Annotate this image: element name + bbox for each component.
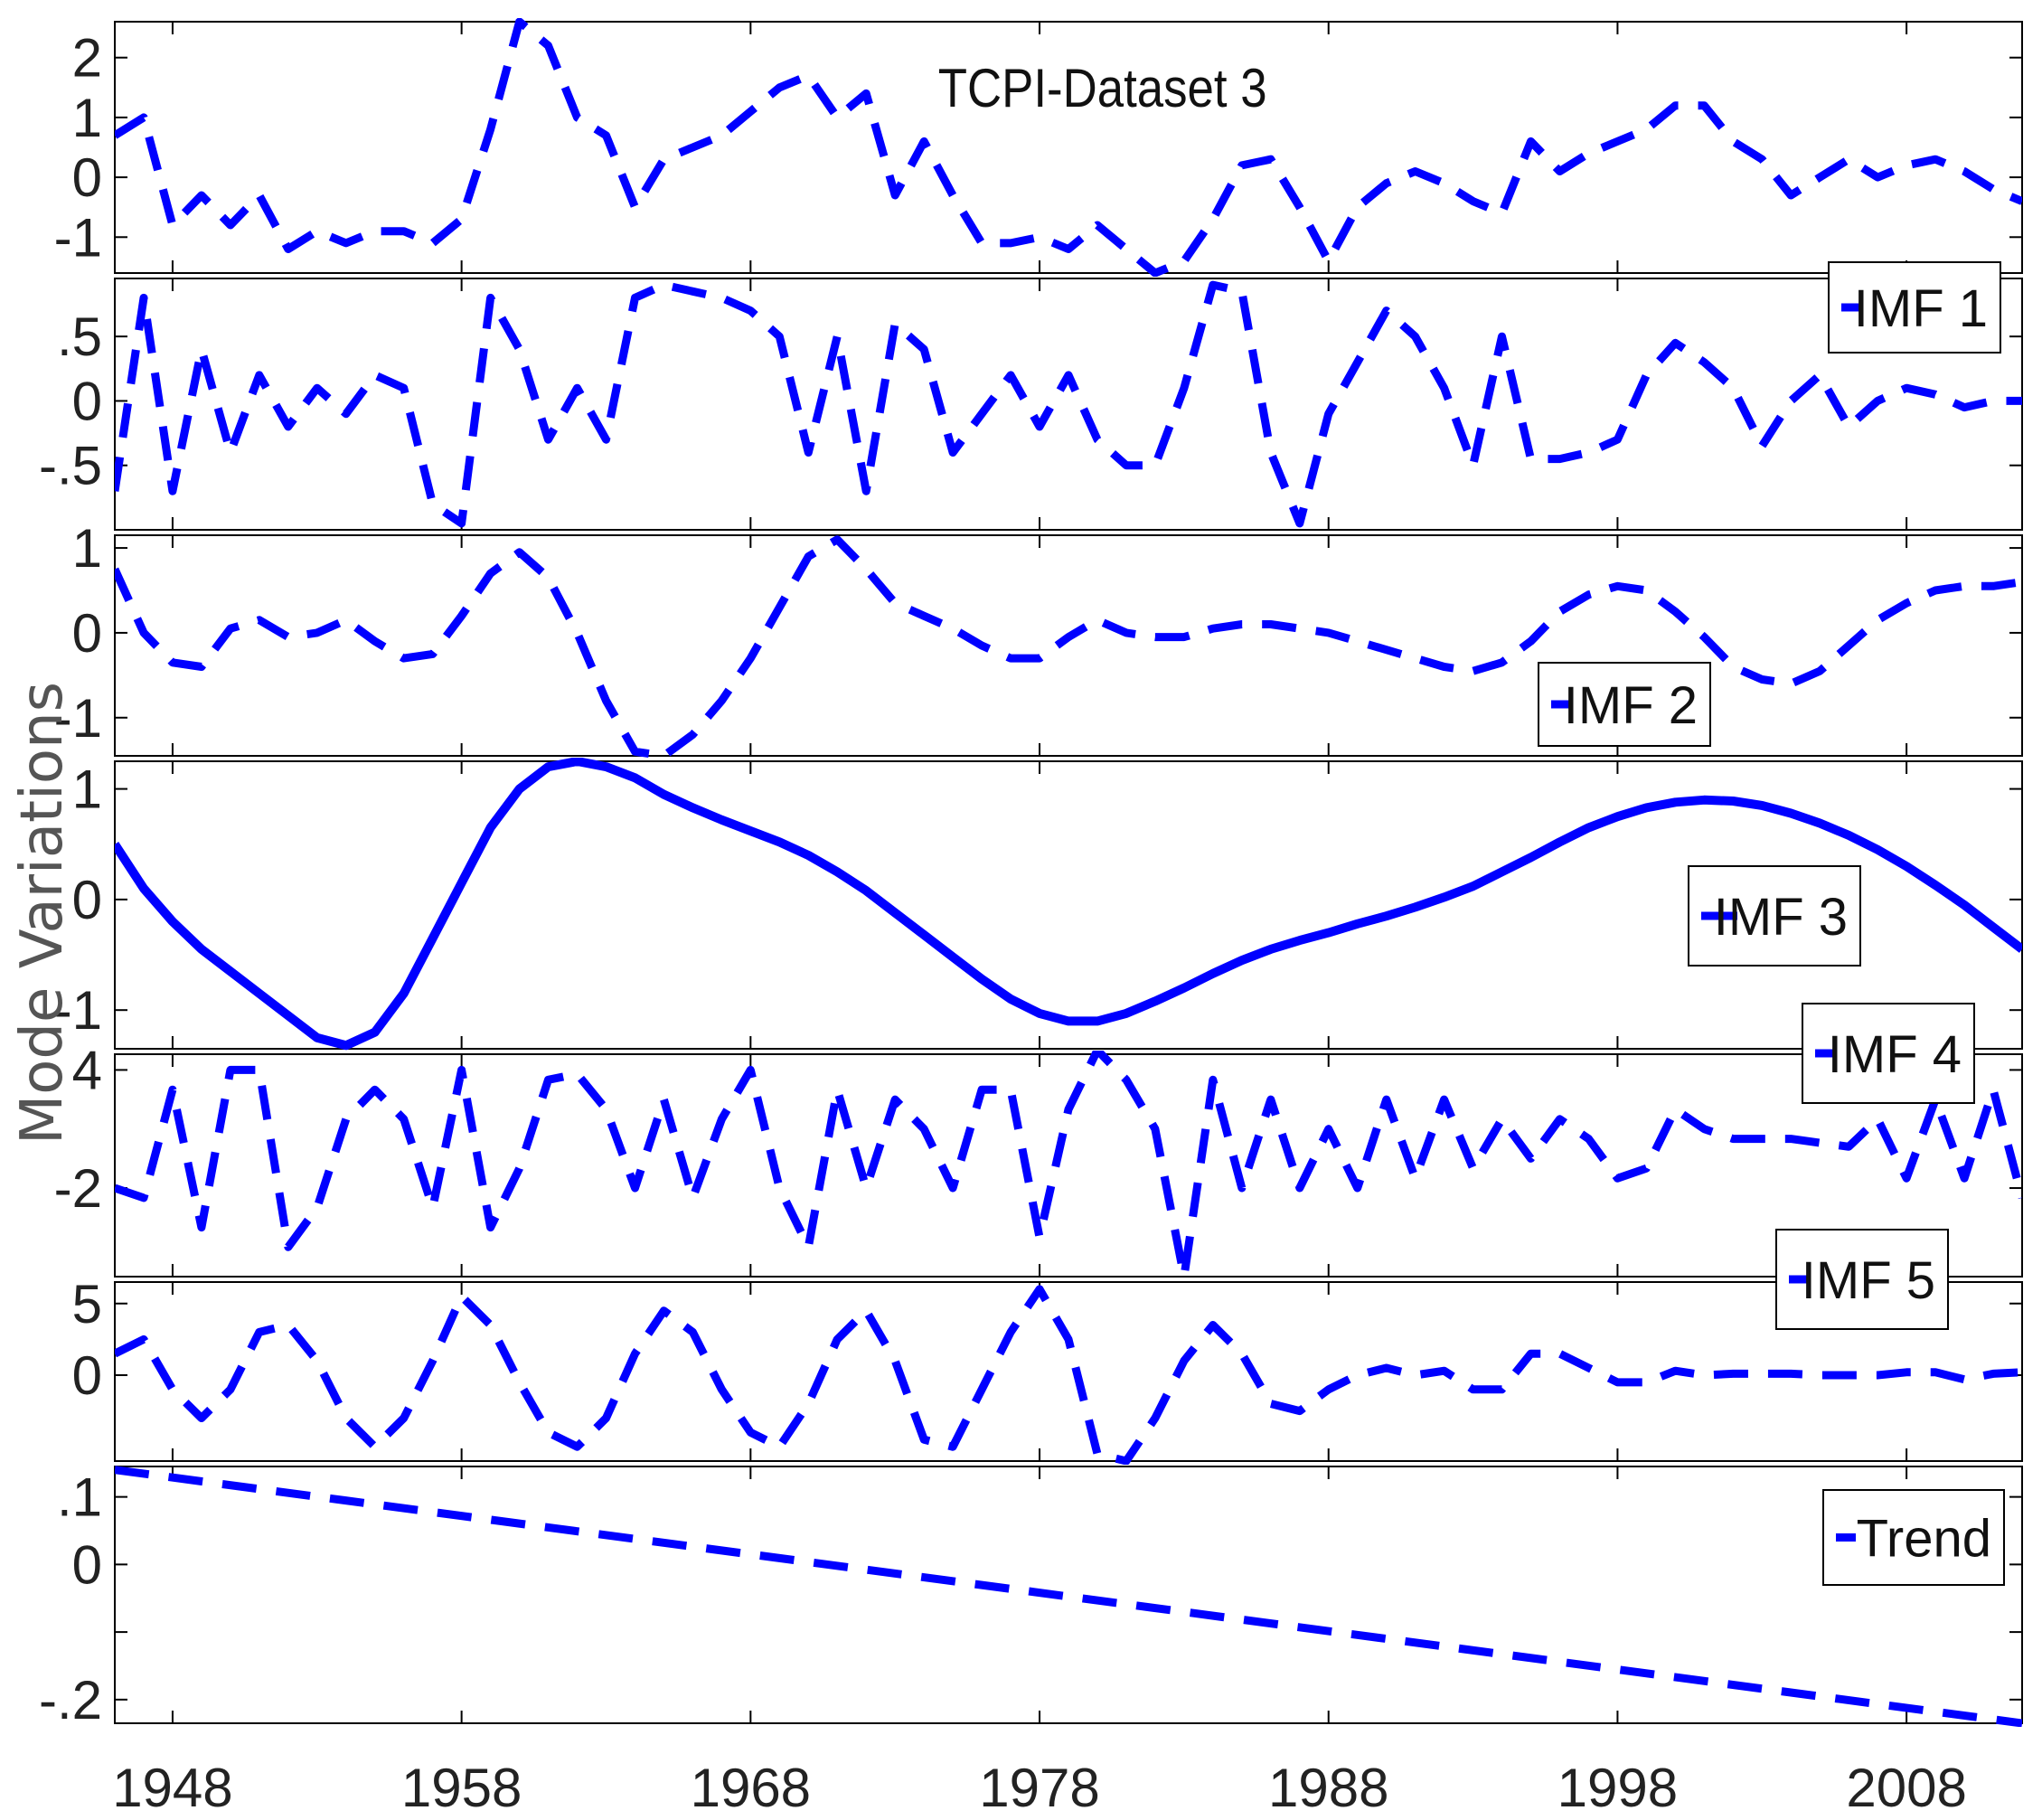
legend-imf-1: IMF 1 (1828, 261, 2001, 354)
legend-label: IMF 1 (1854, 279, 1988, 338)
y-tick-label: 0 (72, 1345, 102, 1406)
x-tick-label: 1988 (1268, 1758, 1388, 1818)
legend-label: IMF 5 (1802, 1251, 1935, 1310)
legend-imf-2: IMF 2 (1538, 662, 1711, 747)
y-tick-label: 0 (72, 1534, 102, 1595)
y-tick-label: 2 (72, 28, 102, 89)
y-tick-label: .5 (57, 306, 102, 367)
y-tick-label: -.5 (39, 436, 102, 496)
panel-frame (114, 534, 2023, 757)
legend-label: IMF 3 (1714, 888, 1848, 947)
y-tick-label: 0 (72, 147, 102, 208)
y-tick-label: 1 (72, 88, 102, 148)
x-tick-label: 1978 (979, 1758, 1099, 1818)
panel-imf-1: -.50.5 (39, 278, 2023, 531)
y-tick-label: -.2 (39, 1670, 102, 1730)
panel-frame (114, 21, 2023, 274)
panel-frame (114, 1466, 2023, 1724)
x-tick-label: 2008 (1846, 1758, 1966, 1818)
y-tick-label: 5 (72, 1274, 102, 1334)
x-tick-label: 1948 (112, 1758, 232, 1818)
panel-frame (114, 760, 2023, 1050)
legend-trend: Trend (1822, 1489, 2005, 1586)
series-line-imf-3 (115, 758, 2022, 1051)
panel-trend: -.2 0.1 (39, 1466, 2023, 1730)
y-tick-label: -2 (54, 1158, 102, 1219)
y-tick-label: .1 (57, 1467, 102, 1528)
y-tick-label: 0 (72, 603, 102, 664)
legend-imf-5: IMF 5 (1775, 1229, 1949, 1330)
y-tick-label: 1 (72, 759, 102, 820)
legend-imf-3: IMF 3 (1688, 865, 1861, 967)
chart-title: TCPI-Dataset 3 (938, 58, 1267, 118)
series-line-imf-2 (115, 535, 2022, 759)
x-tick-label: 1998 (1557, 1758, 1678, 1818)
legend-label: IMF 4 (1828, 1025, 1962, 1084)
panel-frame (114, 1053, 2023, 1278)
series-line-imf-4 (115, 1051, 2022, 1280)
series-line-trend (115, 1466, 2022, 1727)
panel-imf-3: -1 0 1 (54, 758, 2023, 1051)
panel-imf-4: -2 4 (54, 1040, 2023, 1280)
panel-frame (114, 1281, 2023, 1462)
series-line-imf-1 (115, 280, 2022, 528)
series-line-original (115, 18, 2022, 277)
legend-label: Trend (1857, 1510, 1991, 1569)
y-tick-label: -1 (54, 980, 102, 1041)
y-tick-label: 4 (72, 1040, 102, 1100)
panel-imf-5: 05 (72, 1274, 2023, 1465)
x-tick-label: 1958 (401, 1758, 522, 1818)
y-axis-label: Mode Variations (9, 682, 76, 1145)
y-tick-label: 1 (72, 518, 102, 579)
panel-imf-2: -1 0 1 (54, 518, 2023, 759)
x-axis: 1948 1958 1968 1978 1988 1998 2008 (112, 1758, 1967, 1818)
y-tick-label: -1 (54, 207, 102, 268)
y-tick-label: -1 (54, 688, 102, 749)
y-tick-label: 0 (72, 371, 102, 431)
y-tick-label: 0 (72, 870, 102, 930)
x-tick-label: 1968 (691, 1758, 811, 1818)
legend-imf-4: IMF 4 (1802, 1003, 1975, 1104)
legend-label: IMF 2 (1564, 676, 1698, 735)
series-line-imf-5 (115, 1285, 2022, 1465)
